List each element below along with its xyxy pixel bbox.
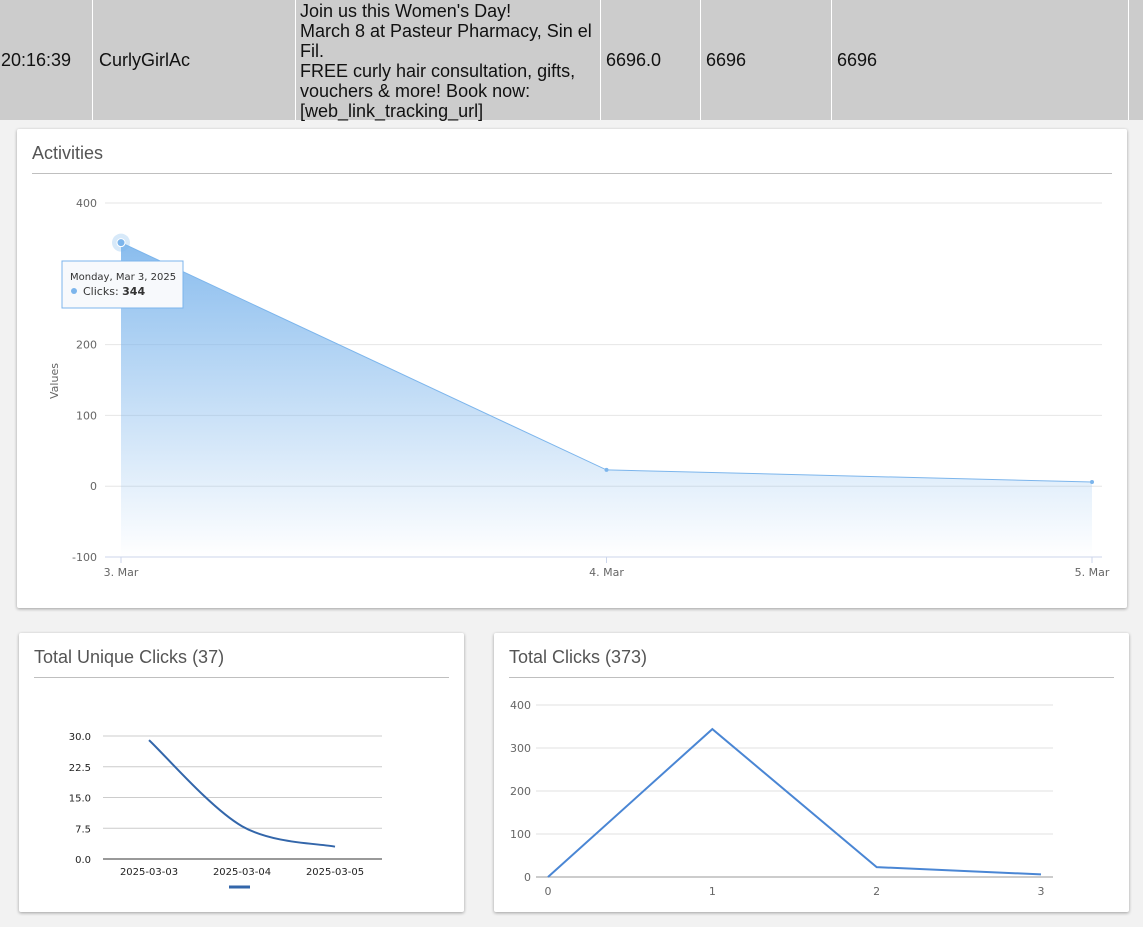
y-tick-label: 400	[76, 197, 97, 210]
data-point[interactable]	[116, 238, 126, 248]
unique-clicks-card: Total Unique Clicks (37) 30.0 22.5 15.0 7.5…	[19, 633, 464, 912]
tooltip-box	[61, 260, 184, 309]
tooltip-value: 344	[122, 285, 145, 298]
activities-y-axis-label: Values	[48, 363, 61, 399]
value2-cell: 6696	[701, 0, 832, 120]
value1-text: 6696.0	[606, 50, 662, 70]
x-tick-label: 3. Mar	[104, 566, 139, 579]
message-line: March 8 at Pasteur Pharmacy, Sin el	[300, 21, 592, 41]
y-tick-label: 0	[524, 871, 531, 884]
unique-clicks-title: Total Unique Clicks (37)	[34, 647, 225, 667]
time-text: 20:16:39	[1, 50, 72, 70]
total-clicks-chart[interactable]: 400 300 200 100 0 0 1 2 3	[494, 633, 1129, 912]
x-tick-label: 1	[709, 885, 716, 898]
y-tick-label: -100	[72, 551, 97, 564]
activities-card: Activities 400 200 100 0 -100 3. Mar 4. Mar 5. …	[17, 129, 1127, 608]
y-tick-label: 30.0	[69, 732, 91, 743]
x-tick-label: 5. Mar	[1075, 566, 1110, 579]
account-text: CurlyGirlAc	[99, 50, 191, 70]
series-line[interactable]	[148, 739, 336, 848]
tooltip-series-line: Clicks: 344	[83, 285, 145, 298]
message-line: FREE curly hair consultation, gifts,	[300, 61, 576, 81]
total-clicks-card: Total Clicks (373) 400 300 200 100 0 0 1 2 3	[494, 633, 1129, 912]
y-tick-label: 400	[510, 699, 531, 712]
y-tick-label: 300	[510, 742, 531, 755]
data-point[interactable]	[1090, 479, 1094, 484]
value3-text: 6696	[837, 50, 878, 70]
y-tick-label: 0	[90, 480, 97, 493]
value1-cell: 6696.0	[601, 0, 701, 120]
clicks-area	[121, 242, 1092, 557]
activities-tooltip: Monday, Mar 3, 2025 Clicks: 344	[61, 260, 184, 309]
data-point[interactable]	[604, 467, 609, 472]
message-line: Join us this Women's Day!	[300, 1, 512, 21]
time-cell: 20:16:39	[0, 0, 93, 120]
y-tick-label: 200	[510, 785, 531, 798]
x-tick-label: 2025-03-05	[306, 867, 364, 878]
tooltip-date: Monday, Mar 3, 2025	[70, 272, 176, 283]
y-tick-label: 22.5	[69, 763, 91, 774]
tooltip-series-name: Clicks	[83, 285, 115, 298]
account-cell: CurlyGirlAc	[93, 0, 296, 120]
card-divider	[32, 173, 1112, 174]
x-tick-label: 4. Mar	[589, 566, 624, 579]
activities-title: Activities	[32, 143, 104, 163]
value2-text: 6696	[706, 50, 747, 70]
message-line: [web_link_tracking_url]	[300, 101, 484, 121]
total-clicks-title: Total Clicks (373)	[509, 647, 648, 667]
y-tick-label: 200	[76, 339, 97, 352]
y-tick-label: 7.5	[75, 824, 91, 835]
x-tick-label: 2025-03-04	[213, 867, 271, 878]
x-tick-label: 0	[545, 885, 552, 898]
card-divider	[509, 677, 1114, 678]
x-tick-label: 2025-03-03	[120, 867, 178, 878]
x-tick-label: 2	[873, 885, 880, 898]
series-line[interactable]	[547, 727, 1042, 878]
data-table-row: 20:16:39 CurlyGirlAc Join us this Women'…	[0, 0, 1143, 121]
message-line: Fil.	[300, 41, 324, 61]
y-tick-label: 100	[510, 828, 531, 841]
card-divider	[34, 677, 449, 678]
message-cell: Join us this Women's Day! March 8 at Pas…	[296, 0, 601, 121]
value3-cell: 6696	[832, 0, 1129, 120]
y-tick-label: 15.0	[69, 794, 91, 805]
unique-clicks-chart[interactable]: 30.0 22.5 15.0 7.5 0.0 2025-03-03 2025-03-04 20…	[19, 633, 464, 912]
tooltip-series-dot	[71, 288, 77, 294]
y-tick-label: 100	[76, 409, 97, 422]
x-tick-label: 3	[1038, 885, 1045, 898]
message-line: vouchers & more! Book now:	[300, 81, 531, 101]
y-tick-label: 0.0	[75, 855, 91, 866]
